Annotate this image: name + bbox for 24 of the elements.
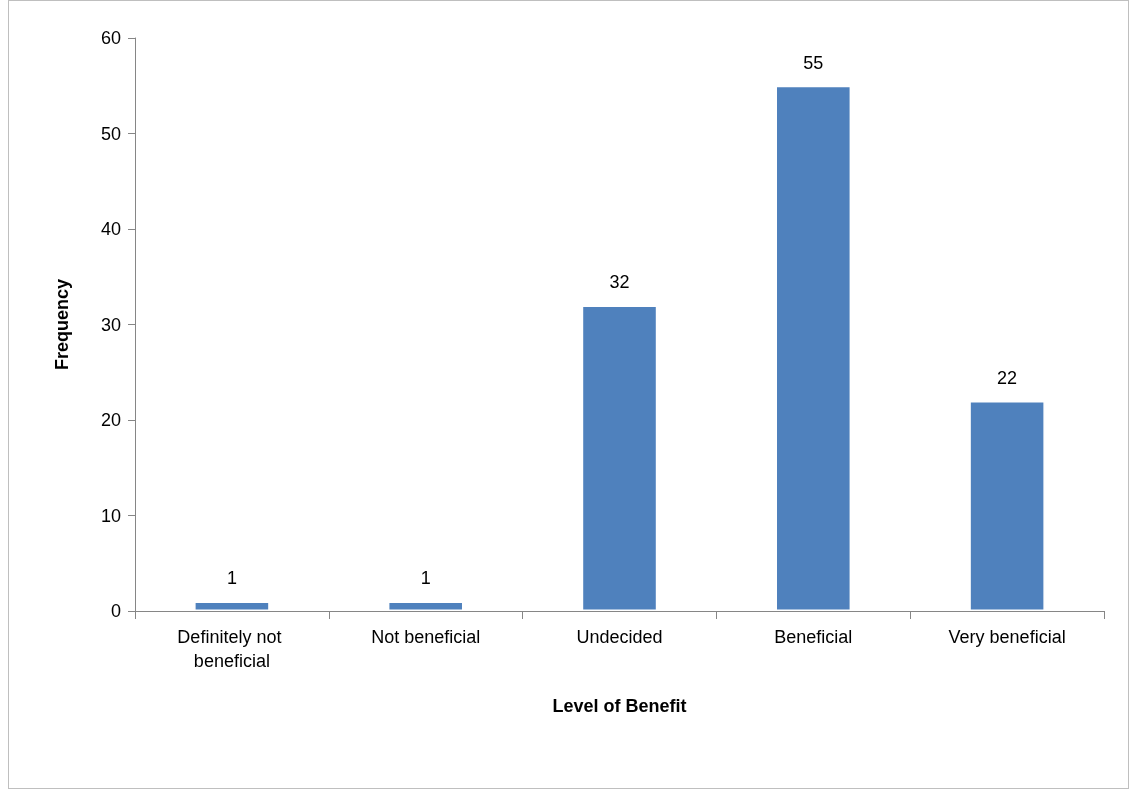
y-tick-label: 30	[100, 314, 121, 335]
y-axis-title: Frequency	[52, 278, 72, 371]
bar	[387, 601, 464, 611]
data-label: 1	[226, 568, 237, 589]
bar	[581, 305, 658, 611]
x-tick-label: Very beneficial	[948, 627, 1066, 647]
x-tick-label: Not beneficial	[371, 627, 481, 647]
data-label: 1	[420, 568, 431, 589]
x-tick-label: Definitely not beneficial	[177, 627, 287, 671]
y-tick-label: 50	[100, 123, 121, 144]
y-tick-label: 40	[100, 219, 121, 239]
y-tick-label: 20	[100, 410, 121, 430]
data-label: 22	[997, 367, 1018, 388]
y-tick-label: 60	[100, 28, 121, 48]
bar	[969, 400, 1045, 611]
bar	[194, 601, 270, 611]
y-tick-label: 0	[110, 601, 121, 621]
x-axis-title: Level of Benefit	[552, 696, 687, 716]
bar	[775, 85, 852, 611]
data-label: 32	[609, 272, 630, 293]
data-label: 55	[803, 52, 824, 73]
y-tick-label: 10	[100, 505, 121, 526]
x-tick-label: Undecided	[576, 627, 663, 647]
x-tick-label: Beneficial	[774, 627, 853, 647]
